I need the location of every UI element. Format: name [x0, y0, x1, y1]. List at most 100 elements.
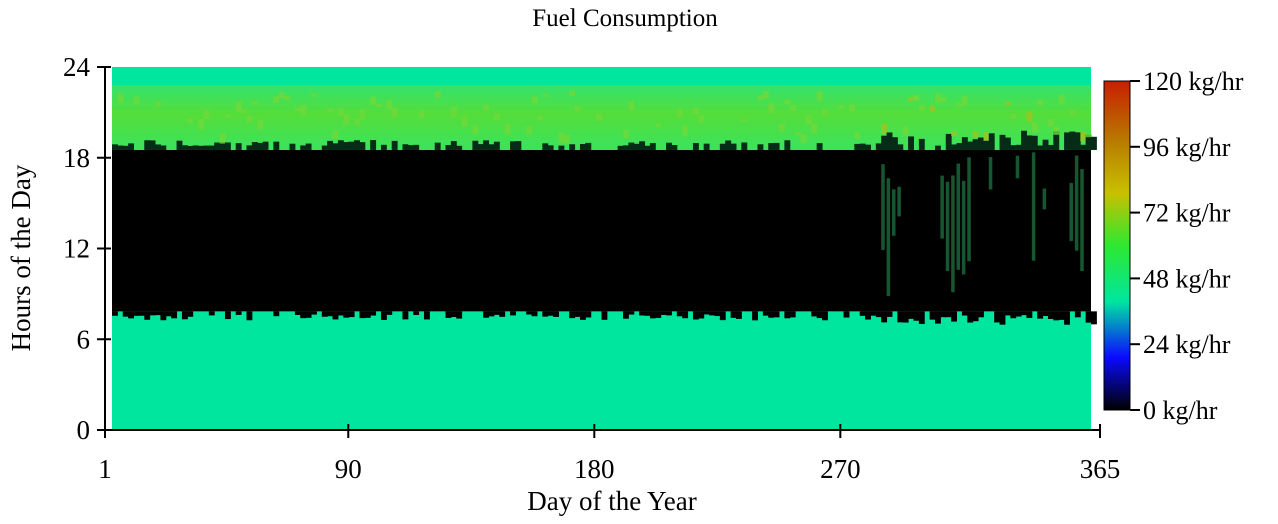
heatmap-cell	[423, 311, 430, 320]
heatmap-cell	[483, 140, 490, 150]
heatmap-cell	[542, 311, 549, 317]
heatmap-cell	[176, 140, 183, 150]
heatmap-cell	[1026, 111, 1033, 122]
heatmap-cell	[940, 311, 947, 318]
heatmap-cell	[741, 142, 748, 150]
heatmap-cell	[676, 311, 683, 317]
heatmap-cell	[181, 145, 188, 150]
y-axis-label: Hours of the Day	[6, 164, 36, 351]
heatmap-cell	[300, 145, 307, 150]
heatmap-cell	[461, 116, 468, 127]
heatmap-cell	[133, 311, 140, 316]
heatmap-cell	[967, 141, 974, 150]
heatmap-cell	[343, 311, 350, 318]
heatmap-cell	[735, 311, 742, 319]
heatmap-cell	[579, 144, 586, 150]
heatmap-cell	[208, 311, 215, 316]
heatmap-cell	[762, 311, 769, 316]
heatmap-cell	[542, 143, 549, 150]
heatmap-cell	[483, 104, 490, 111]
heatmap-cell	[918, 138, 925, 150]
heatmap-cell	[171, 311, 178, 319]
heatmap-cell	[709, 311, 715, 316]
heatmap-cell	[682, 125, 689, 137]
heatmap-cell	[1058, 311, 1065, 320]
heatmap-cell	[192, 145, 199, 150]
heatmap-cell	[246, 311, 253, 321]
heatmap-cell	[1031, 152, 1036, 261]
heatmap-cell	[1031, 122, 1038, 133]
heatmap-cell	[359, 109, 366, 120]
heatmap-cell	[531, 311, 538, 317]
heatmap-cell	[526, 311, 533, 315]
heatmap-cell	[714, 311, 721, 317]
heatmap-cell	[483, 311, 490, 318]
heatmap-cell	[671, 144, 678, 150]
heatmap-cell	[456, 311, 463, 319]
y-tick-label: 0	[77, 415, 91, 445]
heatmap-cell	[1015, 144, 1022, 150]
heatmap-cell	[138, 311, 145, 316]
heatmap-cell	[752, 311, 758, 321]
heatmap-cell	[762, 90, 769, 99]
heatmap-cell	[354, 118, 360, 126]
heatmap-cell	[902, 311, 909, 323]
heatmap-cell	[504, 123, 511, 134]
heatmap-cell	[1021, 311, 1027, 316]
heatmap-cell	[1031, 135, 1038, 150]
heatmap-cell	[961, 311, 968, 316]
heatmap-cell	[337, 311, 344, 316]
heatmap-cell	[558, 145, 565, 150]
heatmap-cell	[666, 142, 672, 150]
heatmap-cell	[450, 106, 457, 118]
heatmap-cell	[477, 144, 484, 150]
heatmap-cell	[822, 109, 828, 116]
heatmap-cell	[1064, 132, 1070, 150]
heatmap-cell	[881, 311, 888, 323]
heatmap-cell	[294, 108, 301, 112]
heatmap-cell	[639, 141, 646, 150]
heatmap-cell	[1042, 311, 1049, 316]
heatmap-cell	[359, 142, 366, 150]
heatmap-cell	[881, 164, 885, 250]
heatmap-cell	[1064, 311, 1070, 325]
heatmap-cell	[956, 102, 963, 108]
heatmap-cell	[434, 142, 441, 150]
heatmap-cell	[816, 143, 823, 150]
heatmap-cell	[510, 141, 516, 150]
heatmap-cell	[547, 311, 554, 316]
heatmap-cell	[472, 140, 479, 150]
heatmap-cell	[1010, 311, 1017, 319]
heatmap-cell	[402, 311, 409, 320]
heatmap-cell	[1085, 134, 1092, 150]
heatmap-cell	[956, 163, 961, 270]
heatmap-cell	[854, 132, 861, 139]
heatmap-cell	[456, 145, 463, 150]
heatmap-cell	[935, 311, 941, 324]
heatmap-cell	[273, 311, 280, 317]
heatmap-plot-area	[112, 67, 1097, 429]
heatmap-cell	[1080, 144, 1087, 150]
heatmap-cell	[1053, 131, 1060, 150]
heatmap-cell	[434, 90, 441, 99]
heatmap-cell	[219, 133, 226, 144]
heatmap-cell	[337, 140, 344, 150]
heatmap-cell	[1069, 110, 1076, 116]
heatmap-cell	[203, 145, 210, 150]
heatmap-cell	[983, 132, 990, 141]
heatmap-cell	[235, 311, 242, 315]
heatmap-cell	[972, 131, 979, 138]
heatmap-cell	[945, 133, 952, 150]
heatmap-cell	[327, 311, 334, 317]
heatmap-cell	[1069, 182, 1074, 242]
heatmap-cell	[1080, 169, 1084, 272]
heatmap-cell	[951, 175, 955, 293]
colorbar: 0 kg/hr 24 kg/hr 48 kg/hr 72 kg/hr 96 kg/hr 1…	[1103, 67, 1244, 425]
heatmap-cell	[913, 311, 920, 321]
heatmap-cell	[542, 93, 549, 97]
heatmap-cell	[224, 311, 231, 320]
heatmap-cell	[1042, 188, 1047, 210]
heatmap-cell	[214, 142, 221, 150]
heatmap-cell	[935, 145, 941, 150]
heatmap-cell	[999, 134, 1006, 150]
